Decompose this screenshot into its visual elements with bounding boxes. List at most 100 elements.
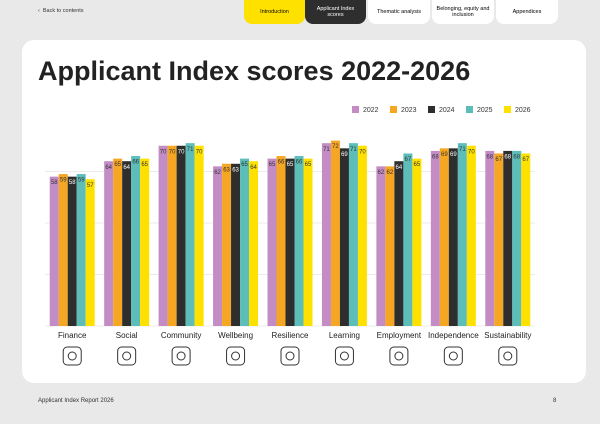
legend-swatch (466, 106, 473, 113)
bar-label: 58 (69, 180, 76, 186)
bar (485, 150, 495, 326)
bar-label: 65 (141, 162, 148, 168)
bar-label: 65 (414, 162, 421, 168)
category-icon-detail (176, 351, 186, 361)
category-icon (280, 346, 300, 366)
legend-swatch (390, 106, 397, 113)
x-tick-label: Employment (377, 331, 422, 340)
bar-label: 66 (278, 160, 285, 166)
bar-label: 68 (486, 154, 493, 160)
bar-label: 67 (405, 157, 412, 163)
bar-label: 68 (504, 154, 511, 160)
x-tick-label: Sustainability (484, 331, 531, 340)
bar-label: 63 (232, 167, 239, 173)
tab[interactable]: Applicant Index scores (305, 0, 366, 24)
bar (466, 145, 476, 326)
bar-label: 71 (459, 147, 466, 153)
x-tick-label: Resilience (272, 331, 309, 340)
bar (167, 145, 177, 326)
tab[interactable]: Appendices (496, 0, 558, 24)
category-icon-detail (285, 351, 295, 361)
bar (231, 163, 241, 326)
bar-label: 70 (169, 149, 176, 155)
bar (240, 158, 250, 326)
category-icon (498, 346, 518, 366)
category-icon-detail (503, 351, 513, 361)
bar (122, 161, 132, 326)
bar-label: 69 (341, 152, 348, 158)
bar (249, 161, 259, 326)
bar (113, 158, 123, 326)
bar-label: 68 (513, 154, 520, 160)
bar-label: 64 (105, 165, 112, 171)
bar-label: 58 (51, 180, 58, 186)
category-icon-detail (394, 351, 404, 361)
bar-label: 70 (359, 149, 366, 155)
category-icon (226, 346, 246, 366)
legend-label: 2025 (477, 107, 493, 114)
bar (503, 150, 513, 326)
bar-label: 59 (60, 178, 67, 184)
bar-label: 71 (187, 147, 194, 153)
bar (194, 145, 204, 326)
bar (321, 143, 331, 326)
bar (49, 176, 59, 326)
bar (104, 161, 114, 326)
x-tick-label: Finance (58, 331, 87, 340)
legend-swatch (504, 106, 511, 113)
bar-label: 67 (495, 157, 502, 163)
bar (457, 143, 467, 326)
bar-label: 57 (87, 183, 94, 189)
bar-label: 62 (214, 170, 221, 176)
bar (67, 176, 77, 326)
bar-label: 70 (160, 149, 167, 155)
bar-label: 65 (114, 162, 121, 168)
bar-label: 70 (468, 149, 475, 155)
bar-label: 69 (441, 152, 448, 158)
page-number: 8 (553, 398, 557, 404)
bar-label: 65 (287, 162, 294, 168)
bar-label: 62 (387, 170, 394, 176)
bar (222, 163, 232, 326)
legend-label: 2023 (401, 107, 417, 114)
category-icon (117, 346, 137, 366)
bar-label: 64 (123, 165, 130, 171)
bar (512, 150, 522, 326)
bar-label: 64 (250, 165, 257, 171)
bar (76, 174, 86, 326)
tab[interactable]: Introduction (244, 0, 305, 24)
bar-label: 66 (132, 160, 139, 166)
bar (357, 145, 367, 326)
x-tick-label: Community (161, 331, 201, 340)
bar (267, 158, 277, 326)
x-tick-label: Social (116, 331, 138, 340)
x-tick-label: Independence (428, 331, 479, 340)
bar (276, 156, 286, 326)
chart-title: Applicant Index scores 2022-2026 (38, 56, 470, 86)
bar (140, 158, 150, 326)
bar-label: 70 (178, 149, 185, 155)
legend-label: 2024 (439, 107, 455, 114)
category-icon (443, 346, 463, 366)
x-tick-label: Wellbeing (218, 331, 253, 340)
bar (339, 148, 349, 326)
tab[interactable]: Belonging, equity and inclusion (432, 0, 494, 24)
category-icon-detail (339, 351, 349, 361)
tab[interactable]: Thematic analysis (368, 0, 430, 24)
bar (403, 153, 413, 326)
bar (394, 161, 404, 326)
bar (494, 153, 504, 326)
bar (185, 143, 195, 326)
back-text[interactable]: Back to contents (42, 8, 84, 14)
category-icon-detail (67, 351, 77, 361)
bar (58, 174, 68, 326)
bar (176, 145, 186, 326)
bar-label: 66 (296, 160, 303, 166)
bar-label: 65 (269, 162, 276, 168)
back-link[interactable]: ‹ Back to contents (38, 8, 84, 14)
bar-label: 63 (223, 167, 230, 173)
bar (131, 156, 141, 326)
bar (521, 153, 531, 326)
